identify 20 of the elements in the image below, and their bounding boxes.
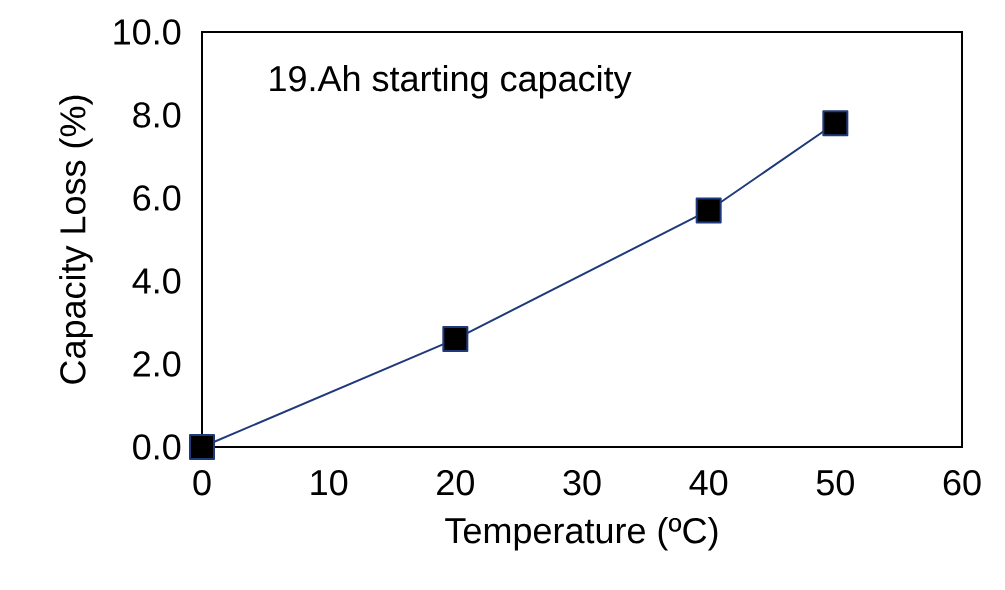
annotation: 19.Ah starting capacity [270, 65, 632, 99]
point [189, 434, 216, 460]
x-axis-title: Temperature (ºC) [445, 517, 718, 551]
y-tick-label: 10.0 [114, 19, 181, 45]
x-tick-label: 20 [437, 469, 474, 496]
y-tick-label: 6.0 [133, 185, 181, 211]
x-tick-label: 40 [689, 469, 728, 496]
x-tick-label: 60 [943, 469, 981, 496]
point [822, 110, 849, 137]
y-tick-label: 0.0 [133, 434, 181, 460]
y-tick-label: 4.0 [132, 268, 181, 294]
x-tick-label: 0 [193, 469, 211, 496]
x-tick-label: 30 [563, 469, 601, 496]
point [695, 197, 722, 224]
x-tick-label: 10 [311, 469, 348, 496]
x-tick-label: 50 [816, 469, 854, 496]
y-tick-label: 2.0 [133, 351, 181, 377]
point [442, 326, 469, 353]
y-axis-title: Capacity Loss (%) [59, 95, 93, 384]
y-tick-label: 8.0 [133, 102, 181, 128]
